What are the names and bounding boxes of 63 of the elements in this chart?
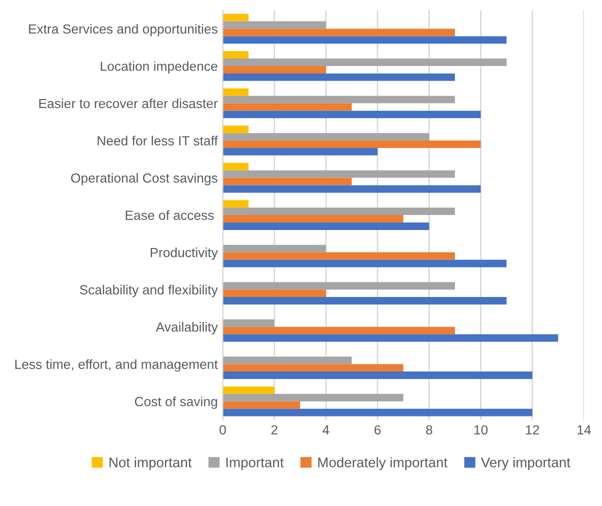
bar [222, 372, 532, 379]
bar [222, 319, 274, 327]
y-tick-label: Extra Services and opportunities [29, 24, 218, 36]
y-tick-label: Operational Cost savings [71, 173, 218, 186]
x-tick-label: 10 [474, 425, 488, 435]
bar [222, 96, 455, 104]
bar [222, 326, 455, 334]
x-tick-label: 12 [526, 425, 540, 434]
y-tick-label: Less time, effort, and management [15, 359, 218, 372]
y-tick-label: Location impedence [100, 61, 218, 74]
bar [222, 103, 352, 111]
bar [222, 36, 507, 44]
bar [222, 297, 507, 304]
x-tick-label: 8 [426, 425, 432, 435]
legend-label: Important [226, 458, 284, 470]
bar [222, 58, 507, 66]
y-tick-label: Easier to recover after disaster [39, 98, 218, 108]
bar [222, 334, 558, 342]
bar [222, 215, 404, 222]
bar [222, 140, 481, 148]
bar [222, 66, 326, 74]
y-tick-label: Need for less IT staff [98, 136, 218, 146]
bar [222, 252, 455, 260]
bar [222, 364, 404, 372]
bar [222, 208, 455, 216]
y-tick-label: Productivity [150, 248, 218, 260]
legend-label: Not important [110, 457, 192, 470]
x-tick-label: 6 [374, 425, 381, 435]
y-tick-label: Availability [156, 322, 218, 334]
bar [222, 21, 326, 29]
x-tick-label: 14 [578, 425, 591, 434]
bar [222, 222, 430, 230]
bar [222, 88, 249, 96]
bar [222, 51, 249, 59]
bar [222, 170, 455, 178]
bar [222, 178, 352, 186]
bar [222, 356, 352, 364]
x-tick-label: 0 [220, 425, 226, 435]
bar [222, 260, 507, 268]
bar [222, 401, 300, 409]
legend-label: Very important [480, 457, 570, 470]
bar [222, 185, 481, 193]
bar [222, 133, 430, 141]
bar [222, 73, 455, 81]
y-tick-label: Ease of access [126, 210, 214, 220]
bar [222, 282, 455, 290]
bar [222, 126, 249, 134]
bar [222, 394, 404, 402]
y-tick-label: Scalability and flexibility [80, 284, 218, 298]
bar [222, 290, 326, 298]
y-tick-label: Cost of saving [134, 396, 218, 409]
bar [222, 148, 378, 156]
bar [222, 14, 249, 22]
bar [222, 162, 249, 170]
bar [222, 110, 481, 118]
bar [222, 386, 274, 394]
bar [222, 200, 249, 208]
bar [222, 244, 326, 252]
bar [222, 408, 532, 416]
bar [222, 28, 455, 36]
legend-label: Moderately important [318, 457, 448, 470]
x-tick-label: 2 [271, 425, 278, 434]
x-tick-label: 4 [322, 425, 330, 434]
